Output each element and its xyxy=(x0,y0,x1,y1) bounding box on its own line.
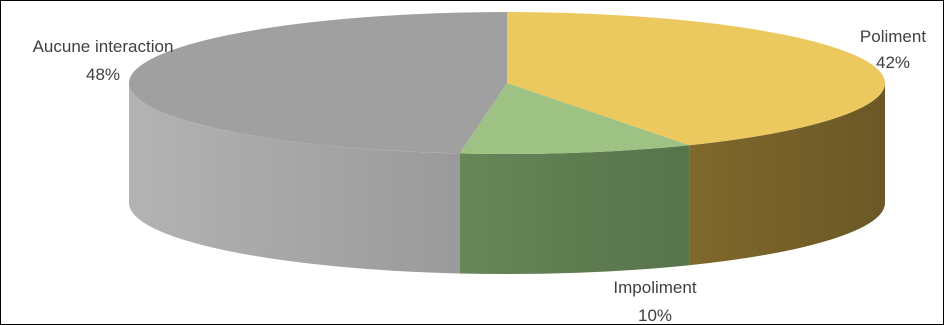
label-aucune-interaction-name: Aucune interaction xyxy=(33,37,174,56)
pie-labels: Poliment 42% Impoliment 10% Aucune interacti… xyxy=(33,27,927,325)
pie-side-impoliment xyxy=(459,145,690,274)
label-aucune-interaction-percent: 48% xyxy=(86,65,120,84)
label-poliment-name: Poliment xyxy=(860,27,926,46)
pie-tops xyxy=(128,12,886,154)
pie-slice-poliment[interactable] xyxy=(507,12,886,146)
label-poliment-percent: 42% xyxy=(876,53,910,72)
label-impoliment-percent: 10% xyxy=(638,306,672,325)
pie-sides xyxy=(129,83,885,274)
pie-slice-aucune-interaction[interactable] xyxy=(128,12,507,154)
pie-slice-impoliment[interactable] xyxy=(459,83,690,154)
pie-side-aucune-interaction xyxy=(129,83,460,274)
label-impoliment-name: Impoliment xyxy=(613,278,696,297)
pie-side-poliment xyxy=(689,83,885,266)
